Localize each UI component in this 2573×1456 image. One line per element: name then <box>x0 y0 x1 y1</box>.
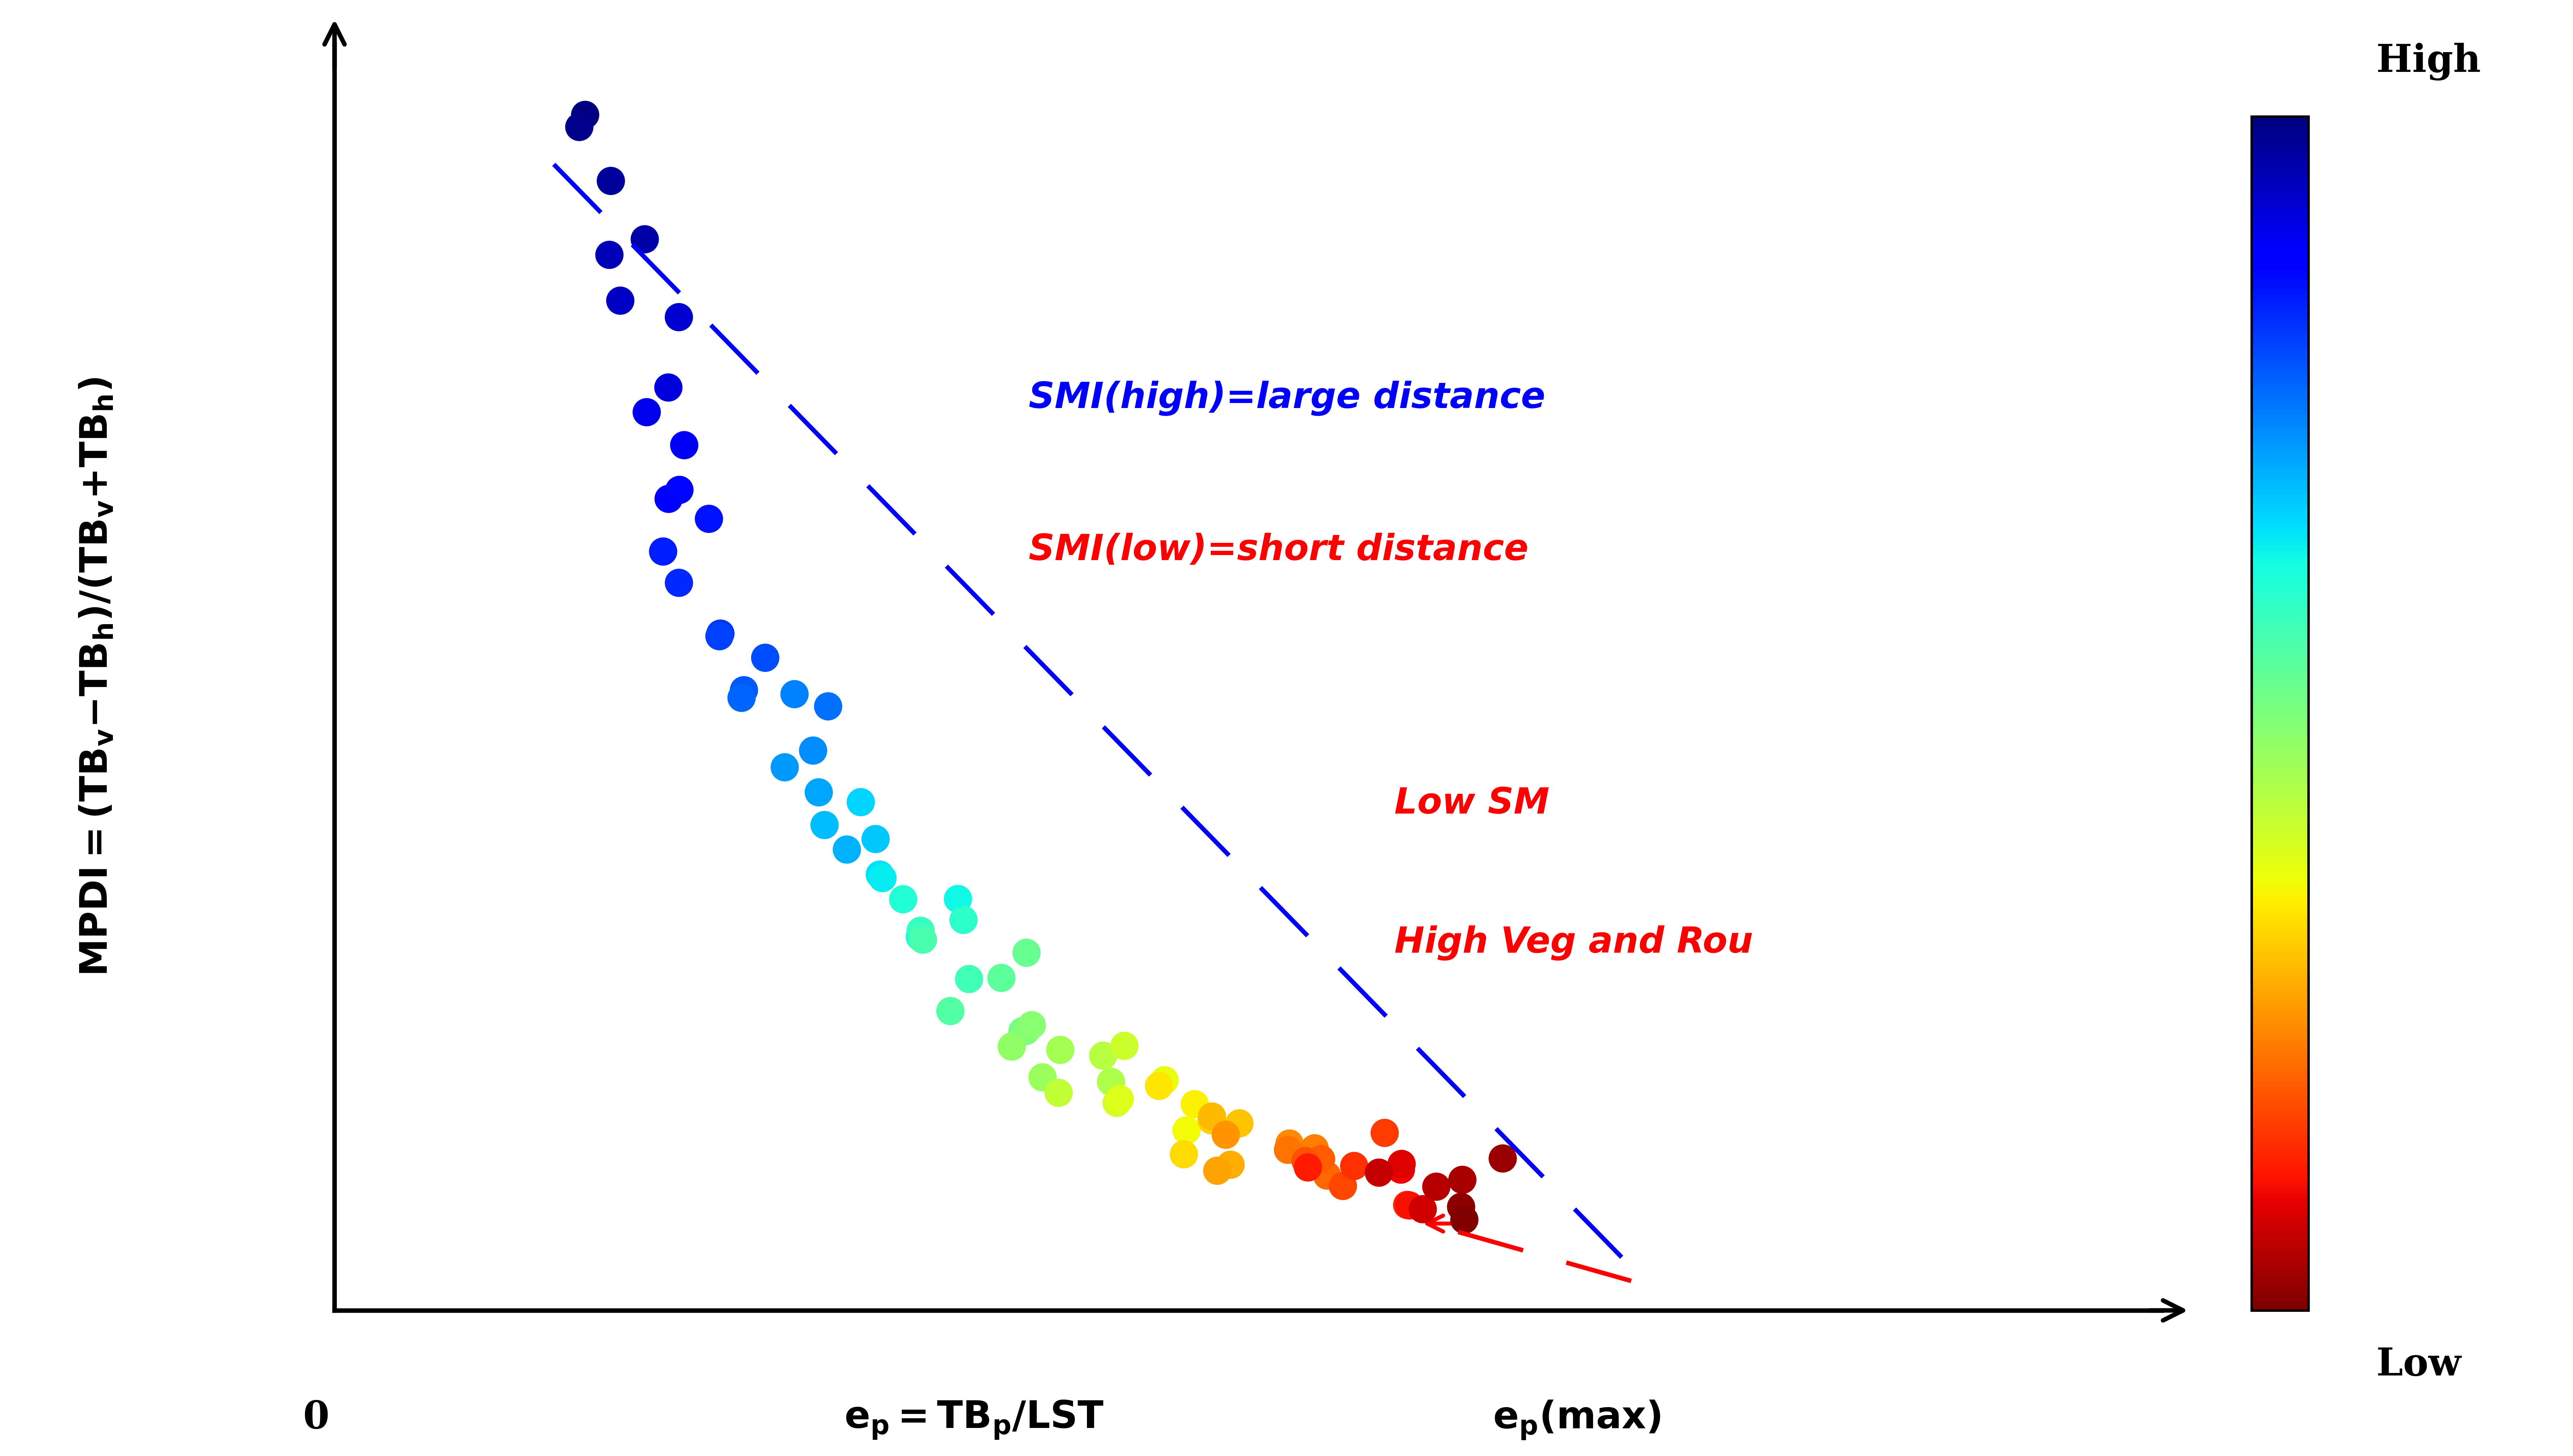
Point <box>1104 1034 1145 1057</box>
Point <box>664 434 705 457</box>
Point <box>980 967 1021 990</box>
Point <box>600 288 641 312</box>
Point <box>826 837 867 860</box>
Point <box>1415 1175 1456 1198</box>
Point <box>558 115 600 138</box>
Point <box>1001 1019 1042 1042</box>
Point <box>859 863 901 887</box>
Point <box>1196 1159 1238 1182</box>
Point <box>1083 1044 1124 1067</box>
Point <box>1387 1194 1428 1217</box>
Point <box>700 622 741 645</box>
Point <box>929 999 970 1022</box>
Point <box>862 866 903 890</box>
Text: SMI(low)=short distance: SMI(low)=short distance <box>1029 533 1528 568</box>
Point <box>1191 1105 1232 1128</box>
Point <box>1204 1123 1245 1146</box>
Point <box>589 243 630 266</box>
Point <box>1099 1088 1140 1111</box>
Point <box>700 625 741 648</box>
Point <box>1294 1137 1335 1160</box>
Point <box>720 686 762 709</box>
Point <box>1006 941 1047 964</box>
Point <box>883 888 924 911</box>
Point <box>1359 1160 1400 1184</box>
Point <box>1379 1158 1420 1181</box>
Point <box>1006 1019 1047 1042</box>
Point <box>774 683 816 706</box>
Point <box>937 887 978 910</box>
Point <box>1091 1070 1132 1093</box>
Point <box>1441 1195 1482 1219</box>
Point <box>1166 1118 1207 1142</box>
Point <box>991 1035 1032 1059</box>
Point <box>1333 1155 1374 1178</box>
Point <box>808 695 849 718</box>
Point <box>1191 1108 1232 1131</box>
Point <box>1323 1175 1364 1198</box>
Point <box>1021 1066 1063 1089</box>
Text: Low SM: Low SM <box>1395 786 1549 821</box>
Point <box>764 756 805 779</box>
Point <box>625 227 666 250</box>
Point <box>563 103 605 127</box>
Point <box>1286 1156 1328 1179</box>
Point <box>744 646 785 670</box>
Point <box>1037 1082 1078 1105</box>
Point <box>659 571 700 594</box>
Point <box>901 919 942 942</box>
Point <box>898 925 939 948</box>
Point <box>1266 1139 1307 1162</box>
Point <box>1011 1013 1052 1037</box>
Point <box>903 927 944 951</box>
Point <box>803 814 844 837</box>
Point <box>648 488 690 511</box>
Point <box>792 740 834 763</box>
Point <box>643 540 684 563</box>
Point <box>1382 1152 1423 1175</box>
Point <box>1137 1075 1178 1098</box>
Text: Low: Low <box>2375 1347 2460 1383</box>
Point <box>1307 1163 1348 1187</box>
Point <box>723 678 764 702</box>
Point <box>839 791 880 814</box>
Point <box>1441 1168 1482 1191</box>
Point <box>625 400 666 424</box>
Point <box>1402 1197 1443 1220</box>
Point <box>949 967 991 990</box>
Point <box>1220 1112 1261 1136</box>
Point <box>1443 1208 1485 1232</box>
Text: $\mathbf{MPDI{=}(TB_v{-}TB_h)/(TB_v{+}TB_h)}$: $\mathbf{MPDI{=}(TB_v{-}TB_h)/(TB_v{+}TB… <box>80 377 116 977</box>
Point <box>1284 1149 1325 1172</box>
Point <box>854 827 895 850</box>
Text: $\mathbf{e_p(max)}$: $\mathbf{e_p(max)}$ <box>1492 1399 1660 1441</box>
Point <box>648 376 690 399</box>
Point <box>659 478 700 501</box>
Point <box>1389 1194 1431 1217</box>
Point <box>1096 1091 1137 1114</box>
Point <box>1364 1121 1405 1144</box>
Text: High Veg and Rou: High Veg and Rou <box>1395 926 1752 961</box>
Point <box>942 909 983 932</box>
Text: 0: 0 <box>304 1399 329 1436</box>
Point <box>1145 1069 1186 1092</box>
Text: $\mathbf{e_p{=}TB_p/LST}$: $\mathbf{e_p{=}TB_p/LST}$ <box>844 1399 1104 1441</box>
Point <box>1209 1153 1250 1176</box>
Text: SMI(high)=large distance: SMI(high)=large distance <box>1029 381 1546 416</box>
Point <box>1299 1147 1341 1171</box>
Point <box>1039 1038 1081 1061</box>
Point <box>798 780 839 804</box>
Point <box>687 507 728 530</box>
Point <box>659 306 700 329</box>
Point <box>1482 1147 1523 1171</box>
Point <box>1173 1092 1214 1115</box>
Text: High: High <box>2375 42 2480 80</box>
Point <box>1163 1143 1204 1166</box>
Point <box>589 169 630 192</box>
Point <box>1268 1131 1310 1155</box>
